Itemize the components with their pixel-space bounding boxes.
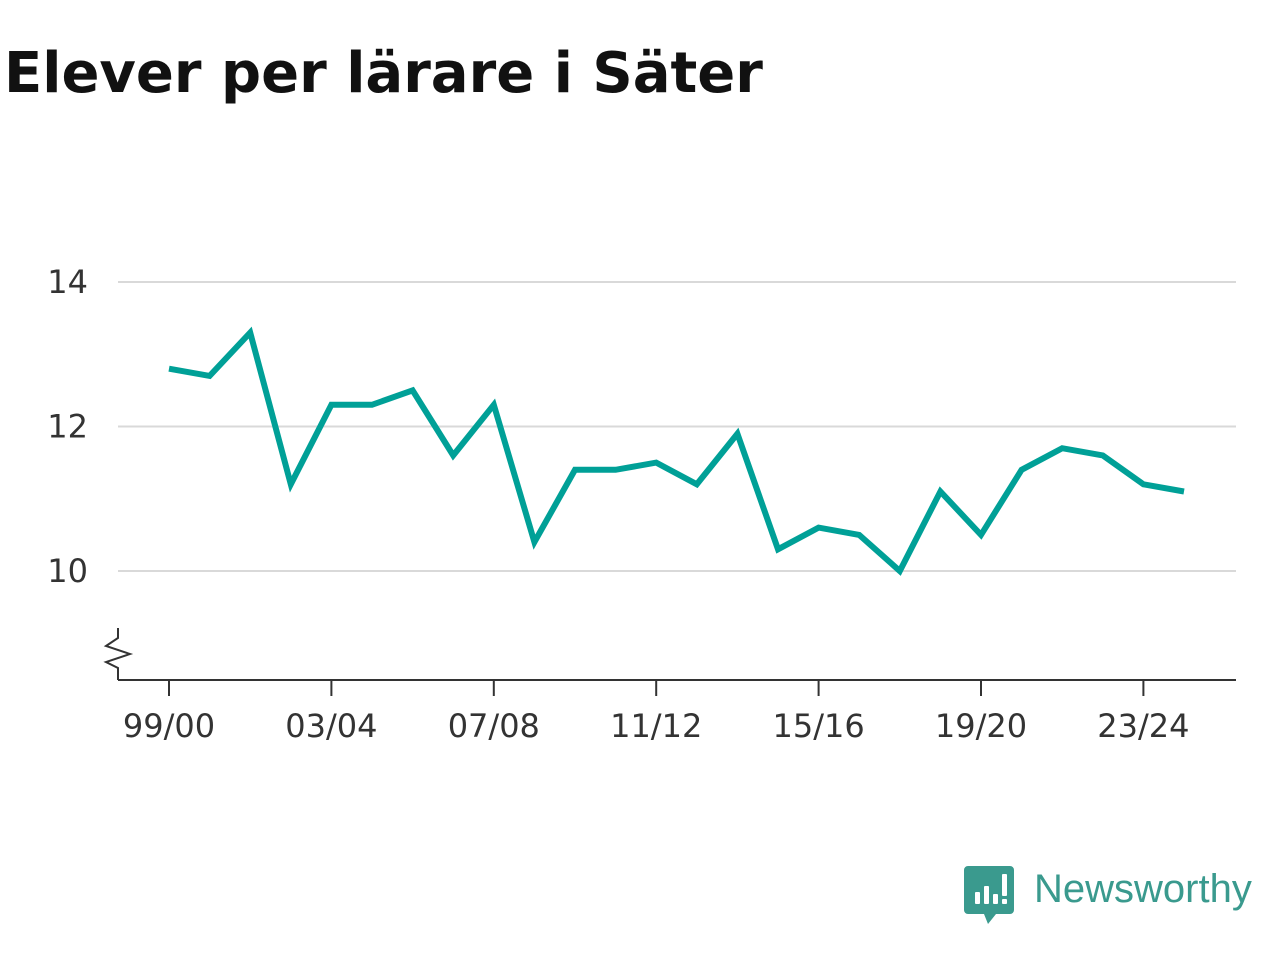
data-point: [856, 532, 862, 538]
data-point: [734, 431, 740, 437]
data-point: [694, 481, 700, 487]
data-point: [531, 539, 537, 545]
logo-text: Newsworthy: [1034, 867, 1252, 911]
y-tick-label: 12: [47, 408, 88, 446]
x-tick-label: 19/20: [935, 707, 1027, 745]
data-point: [613, 467, 619, 473]
x-tick-label: 07/08: [448, 707, 540, 745]
x-axis: [103, 628, 1236, 681]
y-tick-label: 14: [47, 263, 88, 301]
data-point: [491, 402, 497, 408]
data-point: [572, 467, 578, 473]
data-point: [653, 460, 659, 466]
chart-title: Elever per lärare i Säter: [4, 41, 763, 106]
data-point: [288, 481, 294, 487]
data-point: [369, 402, 375, 408]
x-tick-label: 23/24: [1097, 707, 1189, 745]
data-point: [450, 452, 456, 458]
x-tick-label: 03/04: [285, 707, 377, 745]
data-point: [1059, 445, 1065, 451]
data-point: [1100, 452, 1106, 458]
data-point: [897, 568, 903, 574]
data-point: [166, 366, 172, 372]
data-point: [1140, 481, 1146, 487]
bar-chart-speech-bubble-icon: [964, 866, 1014, 924]
data-point: [775, 546, 781, 552]
y-tick-label: 10: [47, 552, 88, 590]
data-point: [937, 489, 943, 495]
series-line: [168, 326, 1185, 576]
x-tick-label: 11/12: [610, 707, 702, 745]
x-tick-label: 15/16: [772, 707, 864, 745]
data-point: [410, 387, 416, 393]
x-tick-label: 99/00: [123, 707, 215, 745]
x-axis-ticks: 99/00 03/04 07/08 11/12 15/16 19/20 23/24: [123, 680, 1190, 745]
y-axis-break-icon: [103, 628, 134, 680]
data-point: [816, 525, 822, 531]
y-axis-labels: 10 12 14: [47, 263, 88, 590]
data-point: [247, 330, 253, 336]
gridlines: [118, 281, 1236, 572]
series: [166, 326, 1187, 576]
data-point: [207, 373, 213, 379]
data-point: [328, 402, 334, 408]
data-point: [978, 532, 984, 538]
newsworthy-logo: Newsworthy: [964, 866, 1252, 926]
data-point: [1019, 467, 1025, 473]
data-point: [1181, 489, 1187, 495]
